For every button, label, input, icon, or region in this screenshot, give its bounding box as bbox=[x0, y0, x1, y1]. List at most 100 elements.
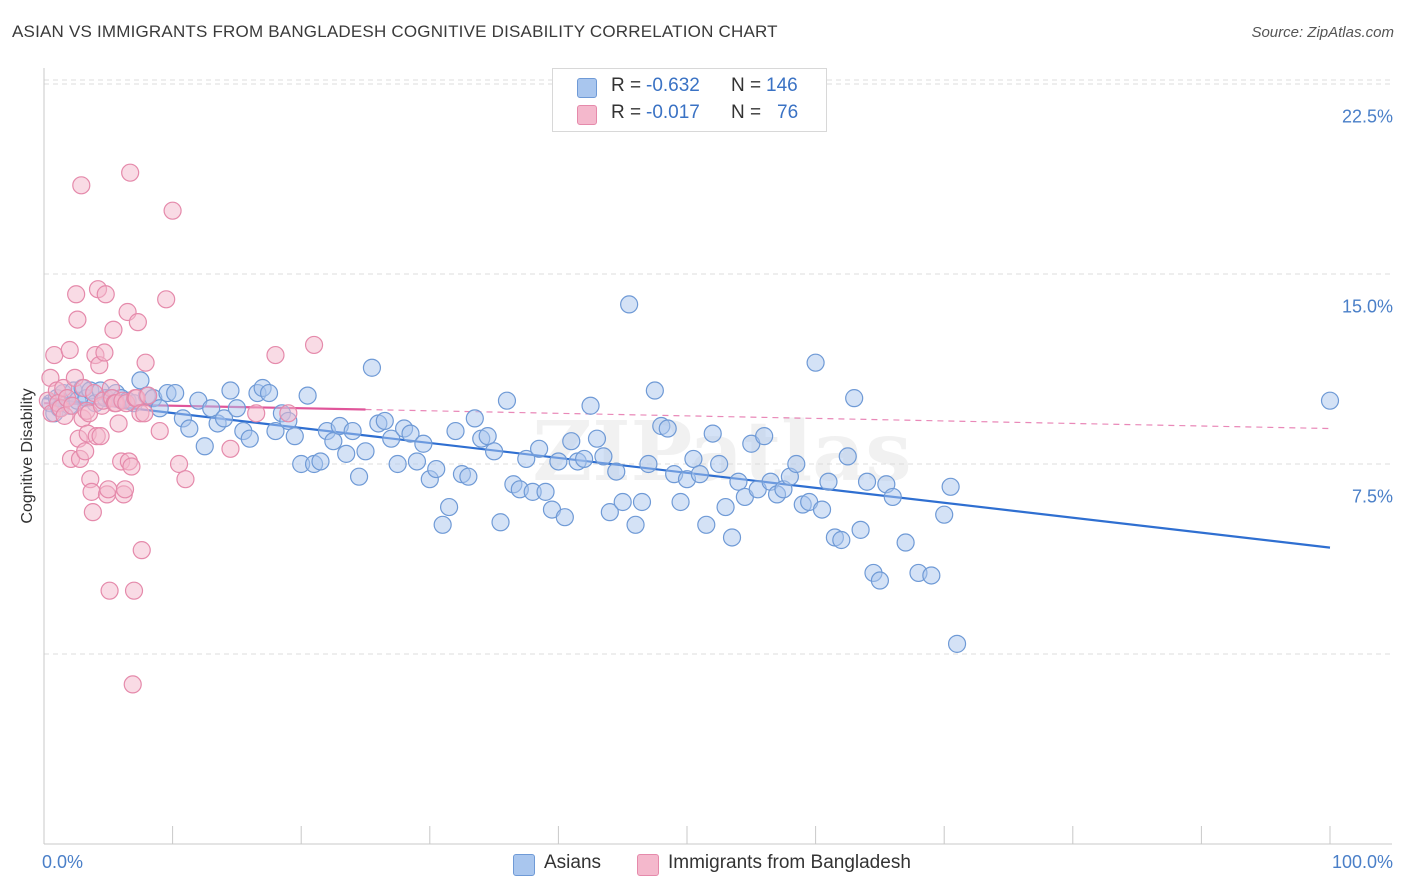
asians-point bbox=[227, 399, 246, 418]
asians-point bbox=[343, 421, 362, 441]
bangladesh-point bbox=[72, 176, 91, 195]
asians-point bbox=[311, 452, 330, 471]
bangladesh-point bbox=[121, 163, 140, 182]
asians-point bbox=[947, 634, 967, 653]
bangladesh-point bbox=[247, 404, 266, 423]
asians-point bbox=[812, 500, 832, 519]
asians-point bbox=[401, 424, 420, 443]
asians-point bbox=[722, 528, 742, 547]
asians-point bbox=[337, 444, 356, 463]
asians-legend-icon bbox=[513, 854, 535, 876]
n-value: 76 bbox=[777, 102, 799, 123]
bangladesh-point bbox=[279, 404, 298, 423]
asians-point bbox=[857, 472, 877, 491]
axes bbox=[43, 68, 1392, 845]
bangladesh-point bbox=[304, 335, 324, 355]
bangladesh-point bbox=[266, 345, 285, 365]
asians-point bbox=[407, 452, 427, 471]
asians-point bbox=[298, 386, 317, 405]
asians-point bbox=[587, 429, 607, 448]
r-label: R = bbox=[611, 75, 642, 96]
asians-point bbox=[259, 383, 279, 403]
asians-point bbox=[632, 492, 652, 512]
asians-point bbox=[356, 442, 375, 461]
asians-point bbox=[382, 429, 401, 448]
asians-point bbox=[221, 381, 240, 400]
asians-point bbox=[806, 353, 825, 372]
asians-point bbox=[883, 487, 902, 507]
asians-point bbox=[581, 396, 600, 415]
asians-point bbox=[755, 427, 774, 446]
asians-point bbox=[362, 358, 382, 377]
grid-lines bbox=[44, 79, 1392, 655]
bangladesh-point bbox=[157, 290, 176, 309]
chart-title: ASIAN VS IMMIGRANTS FROM BANGLADESH COGN… bbox=[12, 22, 778, 41]
asians-point bbox=[703, 424, 722, 443]
bangladesh-point bbox=[132, 541, 151, 560]
bangladesh-point bbox=[95, 343, 114, 362]
asians-point bbox=[517, 449, 536, 469]
asians-point bbox=[562, 432, 581, 451]
asians-point bbox=[922, 566, 941, 585]
asians-point bbox=[459, 467, 478, 486]
asians-point bbox=[446, 421, 465, 441]
asians-point bbox=[787, 454, 806, 474]
bangladesh-swatch-icon bbox=[577, 105, 597, 125]
asians-point bbox=[639, 454, 658, 474]
bangladesh-point bbox=[100, 581, 119, 600]
asians-point bbox=[324, 432, 343, 451]
asians-point bbox=[620, 295, 639, 314]
n-label: N = bbox=[731, 75, 762, 96]
y-tick-label: 7.5% bbox=[1351, 486, 1393, 507]
asians-point bbox=[214, 409, 234, 428]
bangladesh-point bbox=[60, 340, 79, 360]
asians-point bbox=[575, 449, 594, 469]
legend: Asians Immigrants from Bangladesh bbox=[0, 852, 1406, 878]
asians-point bbox=[645, 381, 664, 400]
asians-point bbox=[851, 520, 870, 539]
asians-point bbox=[465, 409, 484, 428]
x-tick-label-max: 100.0% bbox=[1331, 852, 1393, 872]
asians-point bbox=[671, 492, 690, 512]
asians-point bbox=[349, 467, 369, 486]
asians-point bbox=[613, 492, 632, 512]
bangladesh-point bbox=[109, 414, 128, 433]
bangladesh-point bbox=[150, 421, 169, 441]
asians-point bbox=[594, 447, 613, 466]
asians-point bbox=[478, 427, 497, 446]
bangladesh-point bbox=[83, 503, 102, 522]
asians-point bbox=[690, 465, 709, 484]
asians-point bbox=[388, 454, 407, 474]
y-tick-label: 22.5% bbox=[1341, 106, 1393, 127]
bangladesh-point bbox=[136, 353, 155, 372]
bangladesh-legend-icon bbox=[637, 854, 659, 876]
bangladesh-point bbox=[76, 442, 95, 461]
asians-swatch-icon bbox=[577, 78, 597, 98]
asians-point bbox=[838, 447, 857, 466]
bangladesh-point bbox=[104, 320, 123, 339]
asians-point bbox=[202, 399, 221, 418]
bangladesh-point bbox=[124, 581, 144, 600]
asians-point bbox=[491, 513, 510, 532]
asians-point bbox=[600, 503, 619, 522]
bangladesh-point bbox=[139, 386, 158, 405]
bangladesh-point bbox=[135, 404, 154, 423]
asians-point bbox=[536, 482, 555, 501]
asians-point bbox=[896, 533, 915, 552]
asians-point bbox=[433, 515, 452, 534]
bangladesh-point bbox=[67, 285, 86, 304]
r-label: R = bbox=[611, 102, 642, 123]
bangladesh-point bbox=[221, 439, 240, 458]
asians-point bbox=[427, 459, 446, 479]
bangladesh-point bbox=[122, 457, 141, 476]
asians-point bbox=[375, 411, 394, 431]
bangladesh-point bbox=[91, 427, 110, 446]
r-value: -0.017 bbox=[646, 102, 700, 123]
asians-point bbox=[285, 427, 304, 446]
asians-point bbox=[240, 429, 259, 448]
correlation-box: R = -0.632 N = 146 R = -0.017 N = 76 bbox=[552, 68, 827, 132]
asians-point bbox=[497, 391, 517, 410]
bangladesh-point bbox=[68, 310, 87, 329]
x-tick-label-min: 0.0% bbox=[42, 852, 84, 872]
